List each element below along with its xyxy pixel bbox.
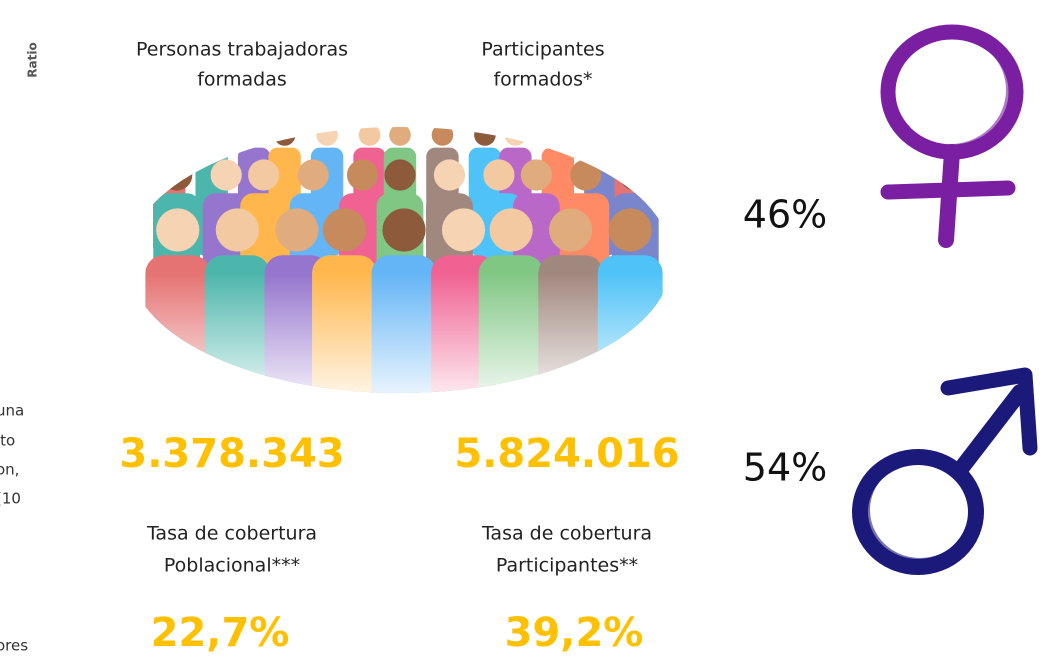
crowd-figure: [243, 124, 265, 146]
male-share: 54%: [743, 446, 827, 490]
crowd-fade: [128, 127, 672, 393]
crowd-figure: [201, 124, 223, 146]
cut-text: (10: [0, 490, 21, 508]
count-value: 5.824.016: [454, 431, 679, 477]
crowd-figure: [158, 124, 180, 146]
cut-text: ito: [0, 432, 15, 450]
coverage-label: Poblacional***: [164, 555, 300, 577]
sidebar-label: Ratio: [26, 42, 40, 77]
coverage-label: Tasa de cobertura: [481, 523, 652, 545]
female-share: 46%: [743, 193, 827, 237]
cut-text: on,: [0, 461, 19, 479]
cut-text: ores: [0, 637, 28, 655]
female-symbol: [888, 32, 1016, 240]
coverage-label: Participantes**: [496, 555, 638, 577]
count-label: Participantes: [481, 39, 604, 61]
count-label: formados*: [493, 69, 592, 91]
coverage-value: 39,2%: [505, 610, 644, 656]
crowd-figure: [620, 124, 642, 146]
count-label: formadas: [197, 69, 287, 91]
male-symbol: [860, 375, 1030, 567]
count-label: Personas trabajadoras: [136, 39, 348, 61]
cut-text: una: [0, 402, 24, 420]
infographic: Ratio una ito on, (10 ores Personas trab…: [0, 0, 1055, 657]
count-value: 3.378.343: [119, 431, 344, 477]
crowd-figure: [590, 124, 612, 146]
crowd-figure: [547, 124, 569, 146]
coverage-label: Tasa de cobertura: [146, 523, 317, 545]
coverage-value: 22,7%: [151, 610, 290, 656]
